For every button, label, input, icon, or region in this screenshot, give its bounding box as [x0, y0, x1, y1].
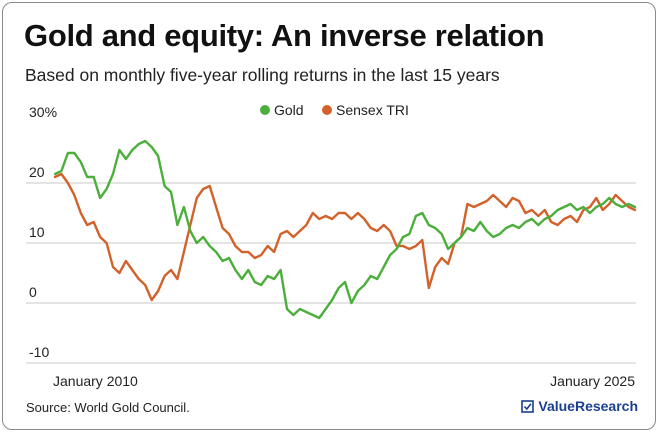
chart-subtitle: Based on monthly five-year rolling retur… [25, 65, 500, 85]
y-tick-label: 30% [29, 104, 57, 120]
brand-name: ValueResearch [538, 398, 638, 414]
x-tick-labels: January 2010 January 2025 [53, 373, 635, 389]
legend-marker [260, 105, 270, 115]
brand-logo: ValueResearch [521, 398, 638, 414]
legend-label: Gold [274, 102, 304, 118]
legend: Gold Sensex TRI [260, 102, 409, 118]
legend-marker [322, 105, 332, 115]
legend-label: Sensex TRI [336, 102, 409, 118]
chart-title: Gold and equity: An inverse relation [24, 18, 545, 53]
y-tick-label: 0 [29, 284, 37, 300]
y-tick-labels: 30% 20 10 0 -10 [29, 104, 57, 360]
source-note: Source: World Gold Council. [26, 400, 190, 415]
chart-card [2, 2, 656, 430]
x-tick-label: January 2010 [53, 373, 138, 389]
checkbox-icon [521, 399, 535, 413]
x-tick-label: January 2025 [550, 373, 635, 389]
y-tick-label: 10 [29, 224, 45, 240]
y-tick-label: 20 [29, 164, 45, 180]
series-line-gold [53, 139, 637, 320]
y-tick-label: -10 [29, 344, 49, 360]
series-line-sensex-tri [53, 172, 637, 302]
series-lines [53, 139, 637, 320]
